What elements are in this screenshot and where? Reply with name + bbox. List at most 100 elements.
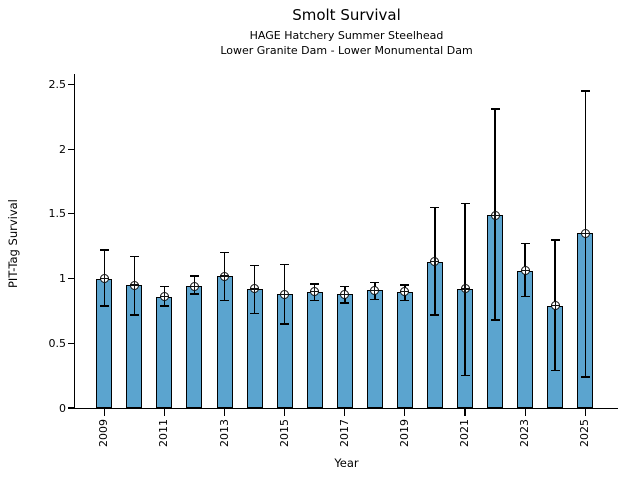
error-bar-cap-bottom [220,299,230,302]
x-tick-label: 2025 [578,419,592,447]
bar-2018 [366,290,383,408]
marker-cross-horizontal [490,214,500,216]
bar-2017 [336,294,353,408]
bar-2012 [186,286,203,408]
error-bar-cap-top [340,285,350,288]
marker-icon [400,287,410,297]
error-bar-cap-top [430,206,440,209]
x-tick-label: 2023 [518,419,532,447]
error-bar-cap-bottom [490,319,500,321]
marker-icon [129,280,139,290]
marker-cross-horizontal [280,293,290,295]
y-tick-label: 1.5 [48,207,67,221]
marker-cross-horizontal [580,232,590,234]
y-tick [68,407,75,409]
y-tick [68,342,75,344]
error-bar-cap-top [250,264,260,267]
x-tick [464,408,466,416]
y-axis-spine [74,74,76,409]
marker-cross-horizontal [550,305,560,307]
x-tick-label: 2009 [97,419,111,447]
x-tick-label: 2017 [337,419,351,447]
marker-cross-horizontal [460,288,470,290]
error-bar-cap-bottom [460,374,470,377]
error-bar-cap-bottom [520,295,530,298]
marker-icon [520,266,530,276]
marker-cross-horizontal [430,261,440,263]
y-tick [68,148,75,150]
marker-icon [250,284,260,294]
x-tick [163,408,165,416]
error-bar-cap-top [220,251,230,254]
error-bar-cap-bottom [129,314,139,316]
error-bar-cap-top [400,284,410,286]
x-tick [584,408,586,416]
x-tick [404,408,406,416]
x-tick-label: 2019 [397,419,411,447]
error-bar-cap-bottom [189,293,199,295]
marker-icon [490,210,500,220]
y-tick-label: 2 [59,142,66,156]
y-tick [68,83,75,86]
x-tick-label: 2015 [277,419,291,447]
x-tick [524,408,526,416]
error-bar-cap-bottom [370,298,380,301]
error-bar-cap-bottom [340,302,350,304]
x-axis-spine [74,408,618,410]
error-bar-cap-bottom [430,314,440,316]
x-tick-label: 2011 [157,419,171,447]
marker-icon [340,289,350,299]
bar-2019 [396,291,413,408]
error-bar-cap-top [129,255,139,258]
x-tick-label: 2021 [458,419,472,447]
error-bar-cap-top [310,283,320,285]
error-bar-cap-top [280,263,290,266]
error-bar-cap-top [520,242,530,245]
x-tick-label: 2013 [217,419,231,447]
marker-icon [310,287,320,297]
error-bar-cap-top [460,202,470,205]
marker-cross-horizontal [189,285,199,287]
marker-icon [580,228,590,238]
bar-2011 [156,296,173,408]
marker-icon [280,289,290,299]
error-bar-cap-top [580,90,590,92]
error-bar-cap-bottom [280,323,290,325]
chart-title: Smolt Survival [292,6,401,24]
bar-2016 [306,291,323,408]
x-tick [284,408,286,416]
marker-cross-horizontal [159,296,169,298]
y-tick [68,213,75,215]
marker-icon [370,285,380,295]
chart-subtitle-line2: Lower Granite Dam - Lower Monumental Dam [220,44,473,57]
error-bar-cap-bottom [159,305,169,307]
marker-cross-horizontal [340,293,350,295]
marker-cross-horizontal [129,284,139,286]
marker-icon [220,271,230,281]
x-tick [103,408,105,416]
marker-cross-horizontal [99,278,109,280]
error-bar-cap-top [370,281,380,284]
marker-cross-horizontal [400,290,410,293]
error-bar-cap-top [189,275,199,277]
marker-icon [550,301,560,311]
marker-cross-horizontal [520,270,530,272]
error-bar-cap-bottom [550,369,560,372]
error-bar-cap-top [490,108,500,110]
error-bar-cap-top [99,249,109,251]
chart-subtitle-line1: HAGE Hatchery Summer Steelhead [249,29,444,42]
x-tick [223,408,226,416]
error-bar-cap-bottom [580,376,590,378]
x-axis-label: Year [334,456,359,470]
error-bar-cap-bottom [99,305,109,307]
y-tick-label: 0 [59,401,66,415]
error-bar-cap-bottom [250,312,260,315]
marker-cross-horizontal [250,288,260,290]
error-bar-cap-top [159,285,169,288]
marker-icon [189,281,199,291]
x-tick [344,408,346,416]
marker-icon [159,292,169,302]
y-tick [68,278,75,280]
